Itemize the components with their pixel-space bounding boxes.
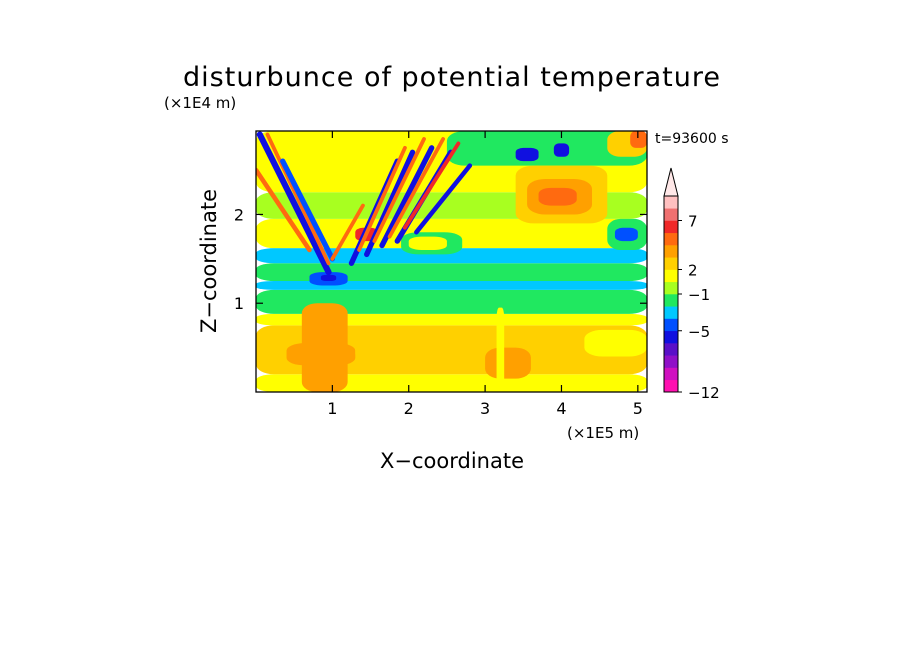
contour-band bbox=[414, 163, 473, 235]
colorbar-swatch bbox=[664, 294, 678, 307]
x-axis-label: X−coordinate bbox=[380, 449, 524, 473]
colorbar-tick-label: −5 bbox=[688, 323, 710, 341]
colorbar-swatch bbox=[664, 367, 678, 381]
plot-frame bbox=[255, 130, 648, 393]
contour-band bbox=[387, 137, 446, 239]
colorbar-swatch bbox=[664, 355, 678, 368]
colorbar-swatch bbox=[664, 232, 678, 246]
colorbar-swatch bbox=[664, 245, 678, 258]
chart-title: disturbunce of potential temperature bbox=[183, 62, 721, 93]
y-tick-label: 2 bbox=[234, 205, 244, 224]
x-unit-label: (×1E5 m) bbox=[567, 424, 639, 442]
contour-region bbox=[446, 131, 647, 166]
contour-region bbox=[530, 338, 585, 366]
x-axis: 1 2 3 4 5 bbox=[327, 131, 643, 418]
colorbar-swatch bbox=[664, 379, 678, 393]
contour-region bbox=[408, 236, 447, 250]
contour-band bbox=[256, 167, 312, 253]
contour-region bbox=[320, 274, 337, 282]
colorbar-swatch bbox=[664, 281, 678, 295]
contour-region bbox=[256, 281, 647, 290]
colorbar-swatch bbox=[664, 208, 678, 221]
contour-region bbox=[515, 147, 539, 162]
contour-band bbox=[256, 131, 332, 276]
colorbar-swatch bbox=[664, 196, 678, 209]
colorbar-swatch bbox=[664, 269, 678, 283]
contour-region bbox=[301, 303, 348, 392]
contour-region bbox=[256, 263, 647, 282]
contour-region bbox=[256, 289, 647, 314]
contour-region bbox=[584, 329, 647, 357]
contour-region bbox=[538, 187, 577, 206]
contour-band bbox=[280, 158, 336, 262]
contour-band bbox=[379, 145, 435, 249]
time-label: t=93600 s bbox=[655, 131, 729, 147]
y-axis: 12 bbox=[234, 205, 647, 313]
contour-band bbox=[372, 137, 426, 243]
x-tick-label: 3 bbox=[480, 399, 490, 418]
x-tick-label: 5 bbox=[633, 399, 643, 418]
contour-region bbox=[355, 338, 394, 361]
contour-band bbox=[357, 145, 407, 252]
contour-region bbox=[485, 347, 531, 379]
colorbar-swatch bbox=[664, 257, 678, 270]
y-tick-label: 1 bbox=[234, 294, 244, 313]
colorbar-swatch bbox=[664, 343, 678, 356]
colorbar-swatch bbox=[664, 330, 678, 344]
colorbar-tick-label: −1 bbox=[688, 286, 710, 304]
colorbar: 7 2 −1 −5 −12 bbox=[663, 167, 720, 402]
contour-region bbox=[256, 374, 647, 392]
x-tick-label: 4 bbox=[556, 399, 566, 418]
plot-area bbox=[256, 131, 647, 392]
colorbar-tick-label: 7 bbox=[688, 213, 698, 231]
colorbar-swatch bbox=[664, 318, 678, 332]
contour-region bbox=[553, 143, 570, 157]
contour-band bbox=[330, 203, 365, 261]
colorbar-extend-arrow bbox=[663, 167, 679, 197]
colorbar-tick-label: −12 bbox=[688, 384, 720, 402]
colorbar-tick-label: 2 bbox=[688, 262, 698, 280]
y-unit-label: (×1E4 m) bbox=[164, 94, 236, 112]
colorbar-swatch bbox=[664, 220, 678, 234]
contour-band bbox=[265, 132, 331, 266]
contour-region bbox=[256, 313, 647, 326]
contour-region bbox=[614, 227, 638, 242]
x-tick-label: 2 bbox=[404, 399, 414, 418]
contour-region bbox=[630, 131, 647, 148]
y-axis-label: Z−coordinate bbox=[197, 189, 221, 333]
x-tick-label: 1 bbox=[327, 399, 337, 418]
contour-band bbox=[403, 141, 461, 230]
contour-region bbox=[496, 307, 505, 392]
colorbar-swatch bbox=[664, 306, 678, 319]
